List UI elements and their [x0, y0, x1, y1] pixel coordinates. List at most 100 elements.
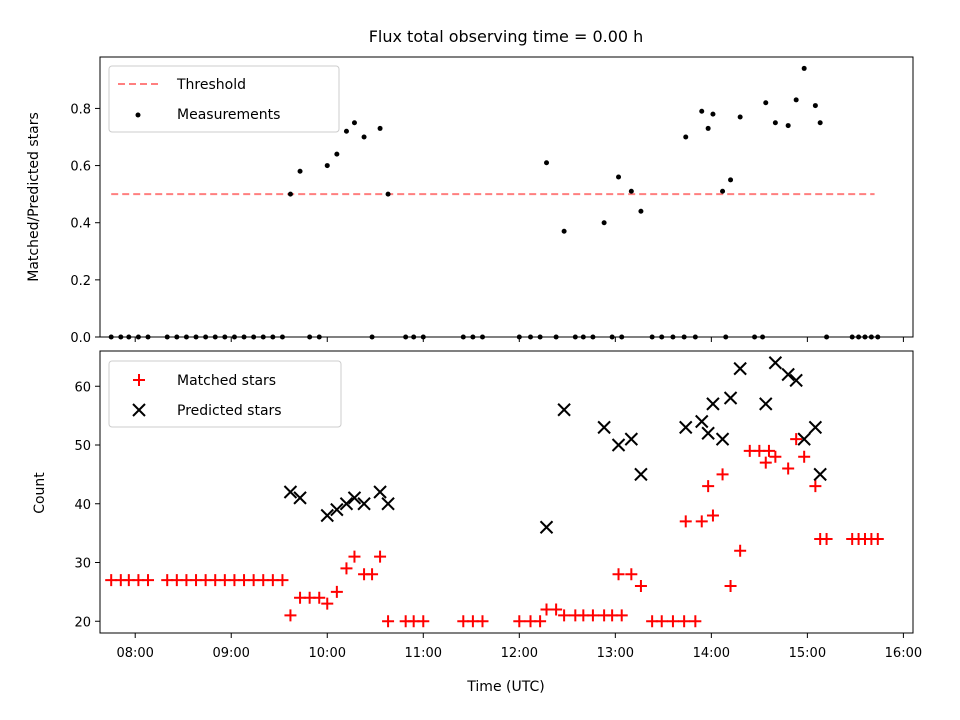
top-legend-box	[108, 65, 340, 133]
predicted-point	[715, 432, 730, 446]
bottom-legend-box	[108, 360, 342, 428]
predicted-point	[347, 491, 362, 505]
predicted-point	[597, 420, 611, 435]
measurement-point	[785, 123, 791, 129]
x-tick-label: 09:00	[212, 646, 249, 661]
matched-point	[417, 615, 430, 628]
predicted-point	[808, 420, 823, 435]
measurements-legend-label: Measurements	[177, 107, 280, 123]
measurement-point	[638, 208, 644, 214]
matched-point	[476, 615, 489, 628]
x-tick-label: 08:00	[116, 646, 153, 661]
measurement-point	[343, 128, 349, 134]
matched-point	[615, 609, 628, 622]
predicted-point	[339, 497, 354, 511]
matched-point	[321, 597, 334, 610]
matched-point	[586, 609, 599, 622]
predicted-point	[357, 497, 371, 511]
matched-point	[716, 468, 729, 481]
predicted-point	[557, 403, 571, 417]
measurement-point	[772, 120, 778, 126]
bottom-y-tick-label: 60	[74, 380, 91, 395]
matched-point	[706, 509, 719, 522]
predicted-point	[611, 438, 626, 452]
measurement-point	[361, 134, 367, 140]
top-y-tick-label: 0.6	[70, 160, 91, 175]
x-tick-label: 14:00	[693, 646, 730, 661]
matched-point	[782, 462, 795, 475]
top-panel: Matched/Predicted stars 0.00.20.40.60.8 …	[26, 56, 914, 346]
predicted-point	[789, 373, 803, 388]
matched-point	[313, 591, 326, 604]
matched-point	[374, 550, 387, 563]
predicted-point	[781, 367, 795, 382]
measurement-point	[705, 125, 711, 131]
measurement-point	[628, 188, 634, 194]
bottom-y-ticks: 20 30 40 50 60	[74, 380, 100, 630]
bottom-y-tick-label: 20	[74, 615, 91, 630]
matched-point	[284, 609, 297, 622]
measurement-point	[544, 160, 550, 166]
matched-point	[366, 568, 379, 581]
top-y-axis-label: Matched/Predicted stars	[26, 112, 42, 282]
predicted-point	[373, 485, 387, 499]
matched-point	[330, 585, 343, 598]
predicted-point	[706, 397, 720, 411]
measurements-legend-swatch	[135, 112, 141, 118]
threshold-legend-label: Threshold	[176, 77, 246, 93]
matched-point	[734, 544, 747, 557]
top-y-tick-label: 0.2	[70, 274, 91, 289]
predicted-point	[624, 432, 639, 446]
measurement-point	[287, 191, 293, 197]
measurement-point	[351, 120, 357, 126]
measurement-point	[616, 174, 622, 180]
matched-point	[666, 615, 679, 628]
matched-legend-label: Matched stars	[177, 373, 276, 389]
measurement-point	[737, 114, 743, 120]
predicted-point	[813, 467, 827, 482]
measurement-point	[683, 134, 689, 140]
predicted-point	[283, 485, 298, 499]
predicted-point	[381, 497, 395, 511]
top-y-ticks: 0.0 0.2 0.4 0.6 0.8	[70, 102, 100, 346]
matched-point	[634, 580, 647, 592]
matched-point	[762, 444, 775, 457]
matched-point	[759, 456, 772, 469]
matched-point	[689, 615, 702, 628]
x-ticks: 08:00 09:00 10:00 11:00 12:00 13:00 14:00 15:00…	[116, 633, 922, 661]
measurement-point	[793, 97, 799, 103]
matched-point	[534, 615, 547, 628]
top-legend: Threshold Measurements	[108, 65, 340, 133]
predicted-point	[695, 414, 709, 429]
top-plot-frame	[99, 56, 914, 338]
measurement-point	[801, 65, 807, 71]
bottom-y-tick-label: 50	[74, 439, 91, 454]
predicted-point	[679, 420, 693, 435]
measurement-point	[377, 125, 383, 131]
predicted-legend-swatch	[132, 403, 146, 417]
matched-point	[790, 433, 803, 446]
matched-point	[679, 515, 692, 528]
matched-point	[142, 574, 155, 587]
bottom-plot-frame	[99, 350, 914, 634]
matched-point	[625, 568, 638, 581]
matched-point	[550, 603, 563, 616]
matched-point	[702, 480, 715, 493]
matched-point	[809, 480, 822, 493]
bottom-y-tick-label: 30	[74, 557, 91, 572]
predicted-point	[733, 361, 747, 376]
matched-point	[871, 533, 884, 545]
measurement-point	[601, 220, 607, 226]
predicted-point	[723, 391, 738, 405]
predicted-point	[759, 397, 773, 411]
predicted-points	[283, 356, 827, 534]
predicted-legend-label: Predicted stars	[177, 403, 282, 419]
predicted-point	[330, 502, 344, 517]
matched-points	[105, 433, 884, 628]
matched-point	[820, 533, 833, 545]
x-tick-label: 10:00	[309, 646, 346, 661]
predicted-point	[293, 491, 307, 505]
matched-point	[513, 615, 526, 628]
matched-point	[655, 615, 668, 628]
